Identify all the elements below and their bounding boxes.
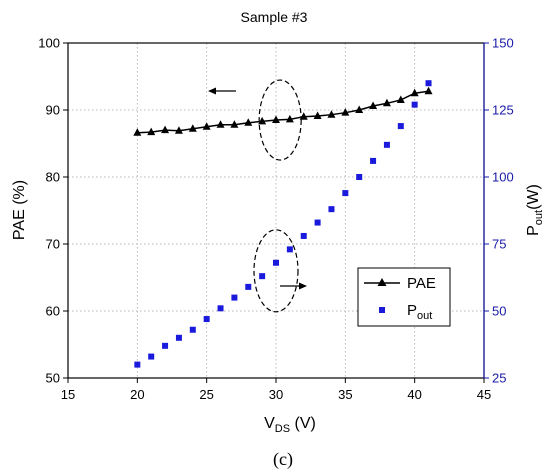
arrow-left-head	[208, 87, 216, 95]
pae-point	[188, 124, 197, 132]
y-axis-label-right-main: P	[525, 225, 542, 236]
y-axis-label-right-unit: (W)	[525, 184, 542, 210]
y-right-tick-label: 50	[492, 304, 506, 319]
y-left-tick-label: 80	[46, 170, 60, 185]
pout-point	[356, 174, 363, 180]
arrow-right-head	[299, 282, 307, 290]
pae-point	[382, 98, 391, 107]
legend-pae-marker	[377, 278, 387, 286]
pout-point	[259, 273, 266, 280]
annotation-ellipses	[253, 79, 302, 313]
pout-point	[273, 259, 279, 266]
y-axis-label-right: Pout(W)	[525, 184, 545, 236]
grid	[68, 43, 484, 378]
y-left-tick-label: 90	[46, 103, 60, 118]
pae-point	[272, 115, 280, 124]
y-left-tick-label: 50	[46, 371, 60, 386]
legend-pout-label: Pout	[407, 302, 432, 322]
pout-point	[175, 334, 182, 341]
pout-point	[231, 294, 238, 301]
pae-point	[133, 128, 142, 136]
x-tick-label: 45	[477, 387, 491, 402]
pae-point	[410, 88, 419, 97]
x-axis-label-sub: DS	[275, 423, 290, 435]
annotation-arrows	[208, 87, 307, 290]
x-axis-label-main: V	[264, 415, 275, 432]
pout-axis-ellipse	[253, 229, 299, 313]
pae-point	[244, 118, 253, 126]
pae-point	[285, 114, 294, 123]
pout-point	[314, 219, 321, 226]
y-right-tick-label: 100	[492, 170, 514, 185]
pae-point	[355, 105, 364, 113]
pout-point	[370, 157, 377, 164]
pout-point	[217, 305, 224, 312]
pout-point	[397, 123, 404, 130]
y-axis-label-left: PAE (%)	[11, 180, 28, 240]
y-left-tick-label: 60	[46, 304, 60, 319]
pout-point	[425, 80, 432, 87]
pae-point	[174, 126, 183, 134]
pae-point	[258, 116, 267, 125]
legend-box	[357, 267, 451, 327]
pae-point	[202, 122, 211, 130]
chart-title: Sample #3	[241, 9, 308, 25]
pout-point	[245, 283, 252, 290]
pout-point	[148, 353, 155, 360]
x-tick-label: 20	[130, 387, 144, 402]
legend-pae-main: PAE	[407, 275, 436, 292]
pout-point	[411, 101, 418, 108]
x-axis-label-unit: (V)	[290, 415, 316, 432]
x-tick-label: 30	[269, 387, 283, 402]
pae-line	[137, 90, 429, 134]
y-axis-label-right-sub: out	[533, 210, 545, 225]
pae-point	[313, 111, 322, 120]
pae-point	[161, 125, 170, 134]
legend-pae-label: PAE	[407, 275, 436, 292]
x-tick-label: 35	[338, 387, 352, 402]
figure-caption: (c)	[273, 449, 293, 470]
pout-point	[342, 190, 349, 197]
legend-pout-marker	[379, 307, 385, 313]
x-tick-label: 25	[199, 387, 213, 402]
y-left-tick-label: 70	[46, 237, 60, 252]
y-left-tick-label: 100	[38, 36, 60, 51]
pout-point	[162, 342, 169, 349]
pout-point	[383, 141, 390, 148]
y-right-tick-label: 125	[492, 103, 514, 118]
pout-point	[328, 206, 335, 213]
y-right-tick-label: 25	[492, 371, 506, 386]
x-tick-label: 40	[407, 387, 421, 402]
axes: 15 20 25 30 35 40 45 50 60 70 80 90 100 25 50 75 100 125 1…	[38, 36, 513, 403]
x-axis-label: VDS (V)	[264, 415, 316, 435]
y-right-tick-label: 150	[492, 36, 514, 51]
series	[133, 80, 433, 368]
pout-point	[203, 316, 210, 323]
pae-point	[396, 95, 405, 103]
pae-point	[230, 120, 239, 128]
legend-pout-main: P	[407, 302, 417, 319]
pae-axis-ellipse	[258, 79, 302, 161]
pae-point	[216, 120, 225, 128]
y-right-tick-label: 75	[492, 237, 506, 252]
pae-point	[341, 108, 350, 116]
pout-point	[286, 246, 293, 253]
pae-point	[147, 127, 156, 136]
pae-point	[299, 112, 308, 120]
pae-point	[327, 110, 336, 118]
pae-point	[369, 101, 378, 109]
x-tick-label: 15	[61, 387, 75, 402]
legend-pout-sub: out	[417, 310, 432, 322]
pout-point	[189, 326, 196, 333]
pout-point	[134, 361, 141, 368]
legend: PAE Pout	[357, 267, 451, 327]
pout-point	[300, 232, 307, 239]
pae-point	[424, 86, 433, 95]
